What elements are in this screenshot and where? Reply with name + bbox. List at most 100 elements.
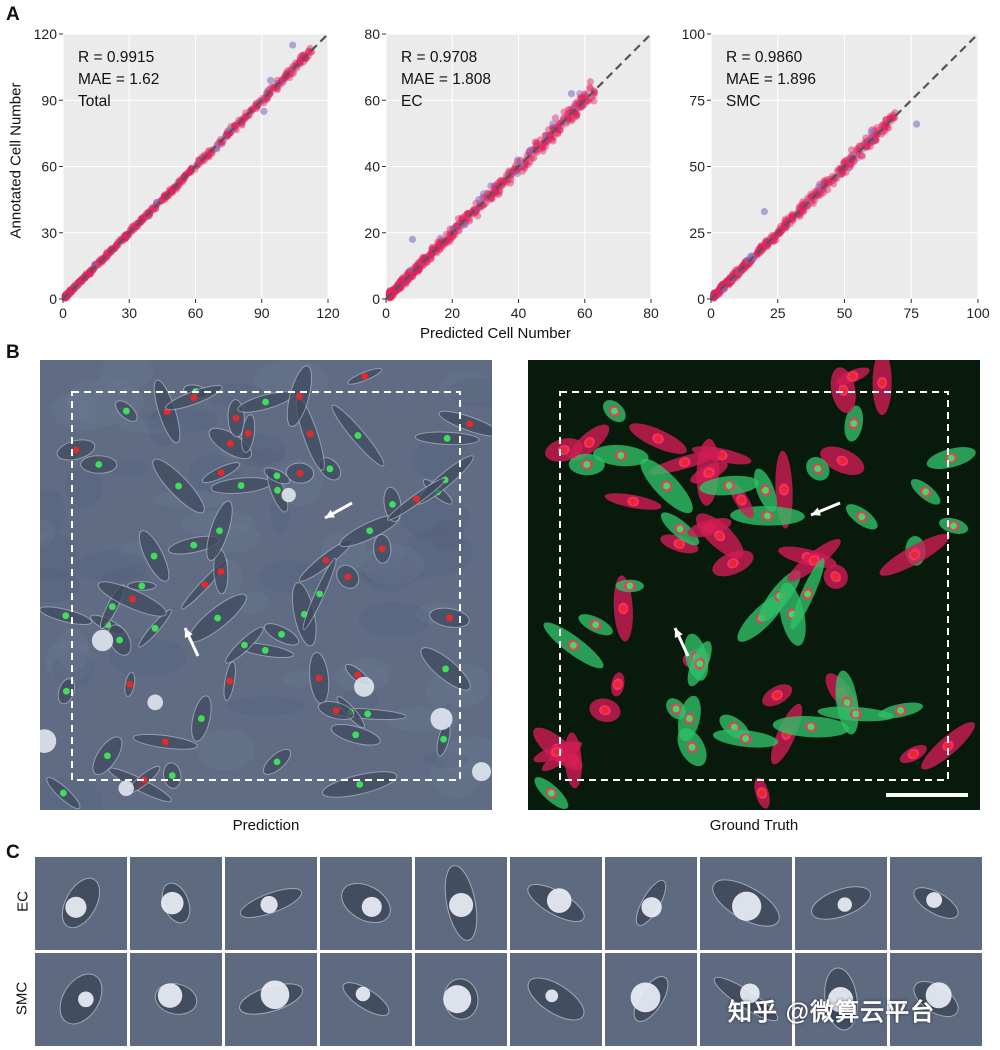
data-point <box>829 180 838 188</box>
data-point <box>571 103 579 112</box>
data-point <box>804 194 812 202</box>
cell-crop-tile <box>225 857 317 950</box>
data-point <box>861 139 869 147</box>
data-point <box>413 266 421 274</box>
data-point <box>882 116 890 124</box>
bright-nucleus <box>630 982 661 1013</box>
cell-marker <box>832 573 840 581</box>
data-point <box>807 190 815 198</box>
data-point <box>513 169 522 178</box>
data-point <box>289 69 297 77</box>
data-point <box>232 126 240 134</box>
cell-marker <box>128 595 136 603</box>
cell-marker <box>810 556 818 564</box>
data-point <box>506 179 514 187</box>
data-point <box>757 247 765 255</box>
y-tick-label: 20 <box>364 225 380 241</box>
cell-marker <box>443 434 451 442</box>
cell-marker <box>232 414 240 422</box>
cell-marker <box>619 605 627 612</box>
data-point <box>557 122 566 130</box>
cell-marker <box>716 532 724 540</box>
data-point <box>427 252 435 260</box>
data-point <box>385 293 393 302</box>
data-point <box>875 126 883 135</box>
cell-marker <box>104 752 111 760</box>
data-point <box>567 117 576 125</box>
data-point <box>415 260 423 268</box>
data-point <box>66 286 74 294</box>
data-point <box>858 152 866 160</box>
stat-label: R = 0.9860 <box>726 49 803 66</box>
data-point <box>826 178 834 187</box>
cell-marker <box>897 707 904 714</box>
stat-label: SMC <box>726 93 760 110</box>
cell-marker <box>850 420 858 427</box>
cell-marker <box>758 789 766 797</box>
data-point <box>296 60 304 68</box>
cell-crop-tile <box>700 953 792 1046</box>
texture <box>449 691 480 708</box>
data-point <box>205 150 213 159</box>
data-point <box>230 122 238 130</box>
data-point <box>841 158 849 166</box>
data-point <box>260 107 268 115</box>
data-point <box>252 104 261 112</box>
data-point <box>436 239 444 247</box>
data-point <box>886 112 895 120</box>
data-point <box>176 176 184 184</box>
data-point <box>166 186 174 194</box>
texture <box>40 488 65 534</box>
data-point <box>882 116 890 124</box>
data-point <box>296 56 305 64</box>
cell-marker <box>629 498 637 505</box>
texture <box>422 751 469 768</box>
cell-marker <box>273 758 281 766</box>
texture <box>360 544 425 585</box>
cell-marker <box>175 482 182 490</box>
data-point <box>554 130 562 138</box>
cell-marker <box>617 452 625 459</box>
stat-label: EC <box>401 93 423 110</box>
cell-crop-tile <box>795 857 887 950</box>
cell-marker <box>663 482 670 490</box>
data-point <box>296 56 304 64</box>
data-point <box>772 236 780 244</box>
x-tick-label: 40 <box>511 305 527 321</box>
data-point <box>195 156 203 165</box>
cell-marker <box>610 407 618 415</box>
bright-nucleus <box>641 897 662 918</box>
texture <box>227 696 306 716</box>
y-tick-label: 40 <box>364 159 380 175</box>
cell-marker <box>764 512 771 520</box>
data-point <box>785 213 793 222</box>
data-point <box>554 120 562 128</box>
data-point <box>489 189 497 197</box>
x-tick-label: 60 <box>188 305 204 321</box>
cell-marker <box>356 781 364 788</box>
data-point <box>266 76 275 84</box>
texture <box>282 670 316 688</box>
data-point <box>554 129 562 137</box>
data-point <box>710 294 718 302</box>
bright-nucleus <box>355 986 371 1002</box>
cell-marker <box>241 641 248 649</box>
data-point <box>805 196 813 204</box>
cell-marker <box>911 551 919 559</box>
data-point <box>121 234 130 242</box>
data-point <box>289 41 297 49</box>
y-tick-label: 80 <box>364 26 380 42</box>
data-point <box>878 121 886 129</box>
bright-nucleus <box>837 897 852 912</box>
data-point <box>590 97 598 105</box>
data-point <box>503 175 512 184</box>
cell-marker <box>585 439 593 446</box>
data-point <box>549 137 557 145</box>
data-point <box>532 139 541 147</box>
cell-crop-tile <box>35 953 127 1046</box>
data-point <box>912 120 921 128</box>
prediction-image <box>40 360 492 810</box>
stat-label: R = 0.9915 <box>78 49 154 66</box>
cell-marker <box>601 706 609 714</box>
data-point <box>551 114 560 122</box>
